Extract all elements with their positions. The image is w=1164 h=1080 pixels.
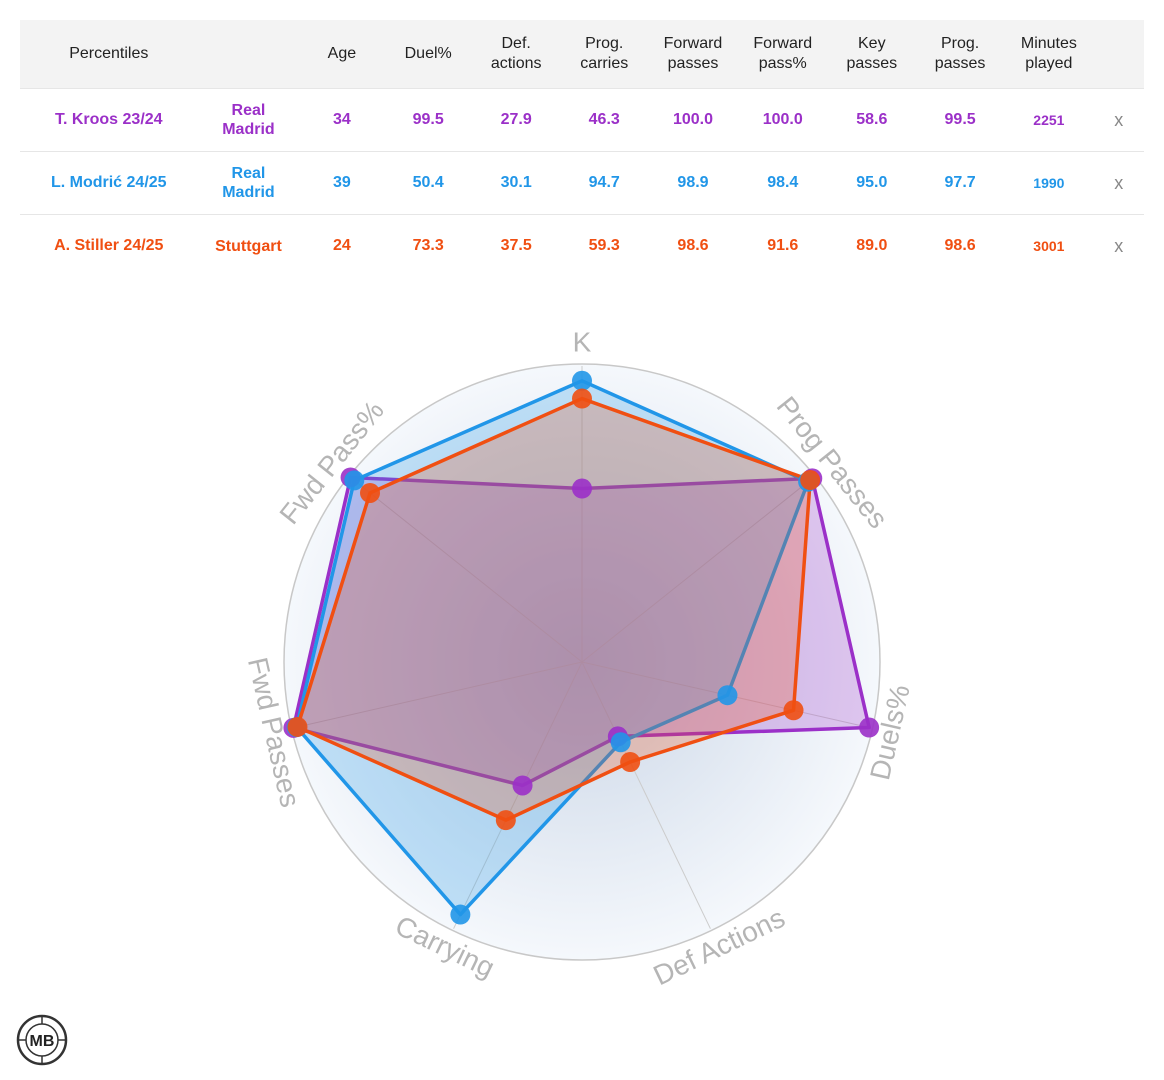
radar-spoke [581,661,711,929]
team-name-part: Real [231,165,266,182]
radar-series-area [291,475,871,788]
remove-player-button[interactable]: x [1093,151,1144,215]
duel-cell: 73.3 [384,214,473,277]
radar-data-point[interactable] [572,370,592,391]
minutes-cell: 1990 [1004,151,1094,215]
duel-cell: 99.5 [384,88,473,152]
table-body: T. Kroos 23/24 Real Madrid 34 99.5 27.9 46.3 10… [20,88,1144,277]
logo-text: MB [30,1033,55,1050]
prog-passes-cell: 99.5 [915,88,1005,152]
radar-spoke [293,661,583,729]
def-actions-cell: 27.9 [472,88,561,152]
radar-data-point[interactable] [360,482,381,503]
header-key-passes: Key passes [846,35,898,72]
minutes-cell: 3001 [1004,214,1094,277]
team-cell: Stuttgart [197,214,300,277]
age-cell: 24 [299,214,385,277]
table-row: T. Kroos 23/24 Real Madrid 34 99.5 27.9 46.3 10… [20,88,1144,152]
header-age: Age [327,45,357,62]
radar-axis-label: K [573,326,592,357]
header-prog-passes: Prog. passes [934,35,986,72]
radar-data-point[interactable] [344,470,365,491]
radar-series-area [294,379,810,917]
table-header-row: Percentiles Age Duel% Def. actions Prog. c… [20,20,1144,89]
radar-spoke [453,661,583,929]
key-passes-cell: 58.6 [827,88,916,152]
radar-data-point[interactable] [495,810,516,831]
remove-player-button[interactable]: x [1093,214,1144,277]
team-name-part: Madrid [222,121,275,138]
forward-pass-pct-cell: 100.0 [737,88,828,152]
forward-passes-cell: 98.9 [648,151,738,215]
table-row: L. Modrić 24/25 Real Madrid 39 50.4 30.1 94.7 9… [20,151,1144,215]
header-percentiles: Percentiles [69,45,149,62]
team-cell: Real Madrid [197,88,300,152]
forward-pass-pct-cell: 98.4 [737,151,828,215]
def-actions-cell: 37.5 [472,214,561,277]
minutes-cell: 2251 [1004,88,1094,152]
prog-carries-cell: 94.7 [560,151,649,215]
remove-player-button[interactable]: x [1093,88,1144,152]
table-row: A. Stiller 24/25 Stuttgart 24 73.3 37.5 59.3 9… [20,214,1144,277]
radar-data-point[interactable] [610,732,631,753]
team-cell: Real Madrid [197,151,300,215]
header-def-actions: Def. actions [490,35,542,72]
radar-data-point[interactable] [717,685,738,706]
radar-series-area [295,396,812,822]
radar-data-point[interactable] [572,388,592,409]
percentiles-table-container: Percentiles Age Duel% Def. actions Prog. c… [20,20,1144,277]
header-minutes: Minutes played [1020,35,1077,72]
radar-data-point[interactable] [783,700,804,721]
age-cell: 34 [299,88,385,152]
header-team [198,20,300,89]
mb-logo: MB [16,1014,68,1066]
radar-data-point[interactable] [800,470,821,491]
player-name-cell: L. Modrić 24/25 [20,151,198,215]
radar-data-point[interactable] [572,478,592,499]
header-forward-pass-pct: Forward pass% [753,35,813,72]
radar-spoke [350,477,583,663]
player-name-cell: A. Stiller 24/25 [20,214,198,277]
header-remove [1094,20,1144,89]
header-prog-carries: Prog. carries [580,35,629,72]
team-name-part: Real [231,102,266,119]
radar-series-group [283,370,880,925]
forward-pass-pct-cell: 91.6 [737,214,828,277]
radar-data-point[interactable] [450,904,471,925]
radar-data-point[interactable] [512,775,533,796]
prog-carries-cell: 46.3 [560,88,649,152]
header-forward-passes: Forward passes [663,35,723,72]
key-passes-cell: 95.0 [827,151,916,215]
forward-passes-cell: 100.0 [648,88,738,152]
age-cell: 39 [299,151,385,215]
forward-passes-cell: 98.6 [648,214,738,277]
team-name-part: Stuttgart [215,237,282,255]
radar-spoke [581,477,814,663]
key-passes-cell: 89.0 [827,214,916,277]
radar-data-point[interactable] [620,752,641,773]
def-actions-cell: 30.1 [472,151,561,215]
prog-carries-cell: 59.3 [560,214,649,277]
radar-data-point[interactable] [859,717,880,738]
prog-passes-cell: 98.6 [915,214,1005,277]
duel-cell: 50.4 [384,151,473,215]
radar-data-point[interactable] [287,716,308,737]
prog-passes-cell: 97.7 [915,151,1005,215]
header-duel: Duel% [404,45,452,62]
team-name-part: Madrid [222,184,275,201]
player-name-cell: T. Kroos 23/24 [20,88,198,152]
percentiles-table: Percentiles Age Duel% Def. actions Prog. c… [20,20,1144,277]
